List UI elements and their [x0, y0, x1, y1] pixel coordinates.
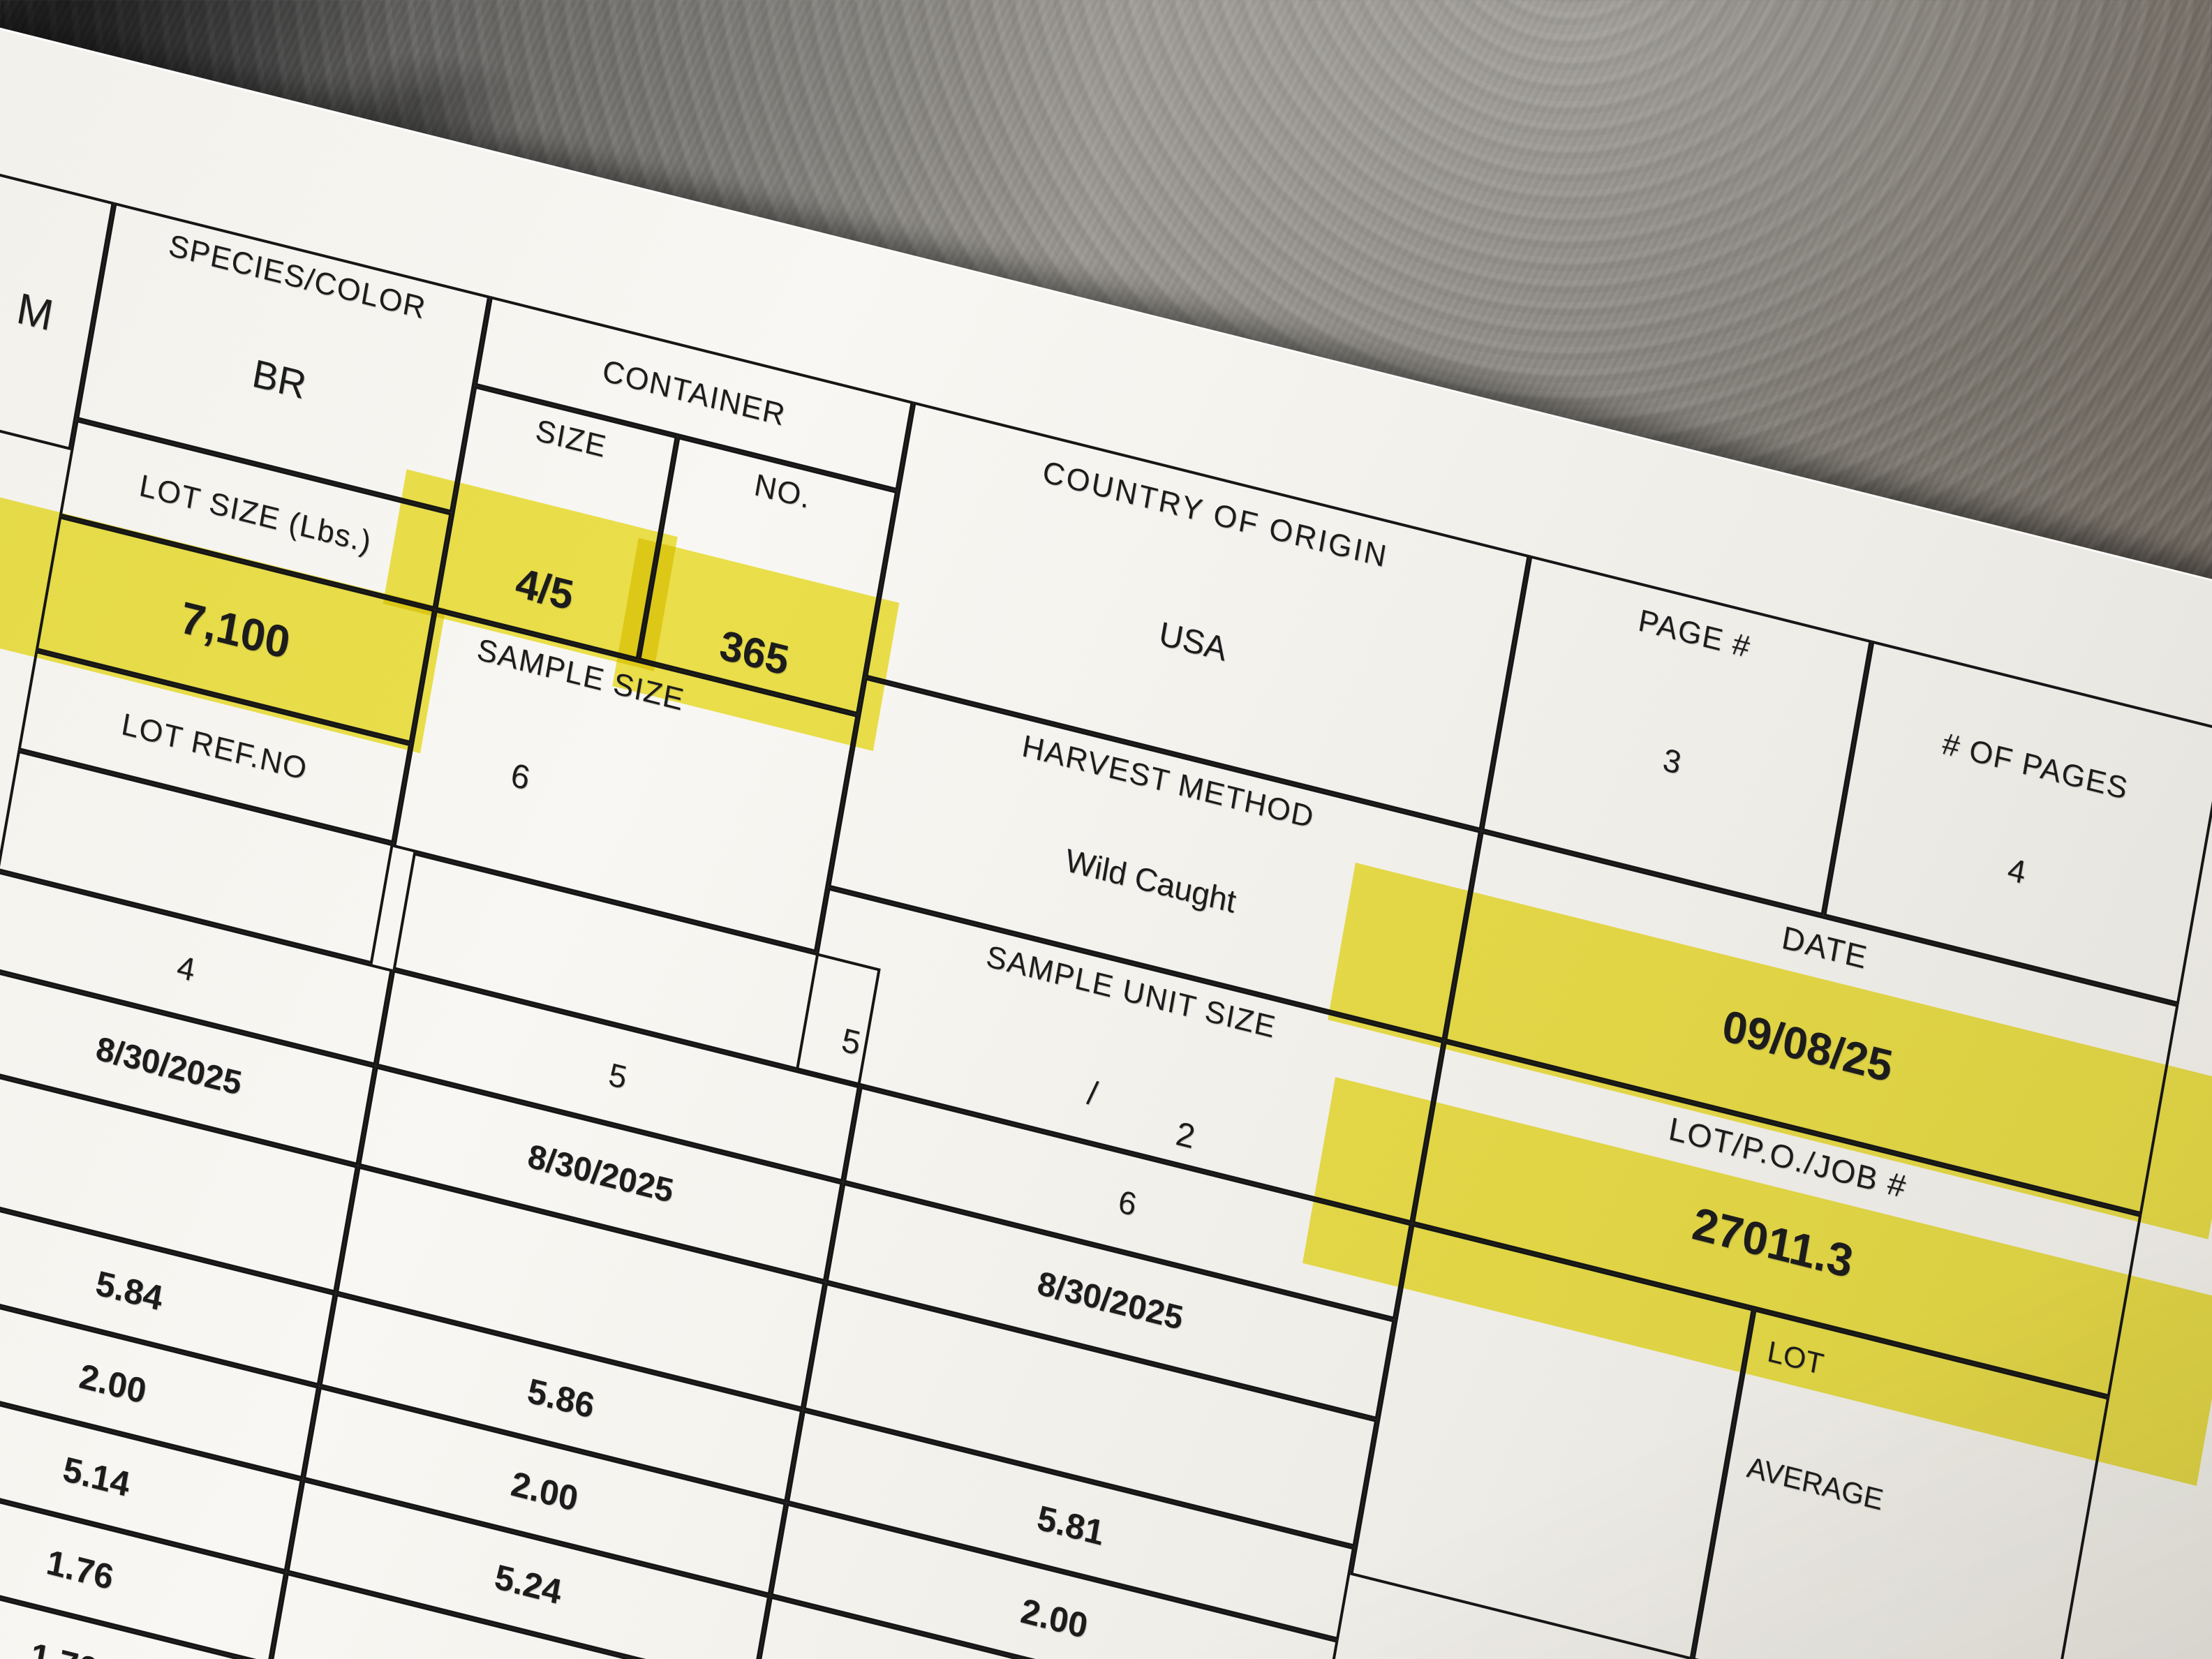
container-label: CONTAINER [600, 353, 789, 433]
sample-4-value-4: 1.76 [43, 1542, 117, 1597]
sample-6-value-2: 2.00 [1018, 1590, 1091, 1646]
pages-total-value: 4 [2005, 850, 2029, 891]
lot-average-line1: LOT [1765, 1334, 1827, 1381]
sample-4-value-2: 2.00 [76, 1355, 149, 1411]
sample-5-value-3: 5.24 [491, 1556, 565, 1612]
sample-unit-size-left: 5 [838, 1021, 863, 1063]
container-no-value: 365 [716, 621, 793, 685]
sample-6-number: 6 [1115, 1182, 1140, 1223]
page-number-value: 3 [1660, 741, 1684, 782]
sample-unit-size-slash: / [1084, 1074, 1101, 1113]
sample-5-value-1: 5.86 [524, 1370, 597, 1426]
sample-4-value-3: 5.14 [60, 1448, 133, 1504]
sample-4-value-1: 5.84 [93, 1263, 166, 1318]
species-color-value: BR [249, 350, 310, 408]
cut-title-fragment: M [13, 283, 57, 341]
sample-6-value-1: 5.81 [1034, 1497, 1108, 1553]
sample-5-value-2: 2.00 [508, 1463, 581, 1519]
sample-5-number: 5 [606, 1055, 630, 1096]
lot-size-value: 7,100 [176, 591, 294, 669]
sample-unit-size-right: 2 [1173, 1115, 1198, 1156]
sample-size-value: 6 [507, 757, 533, 798]
lot-average-line2: AVERAGE [1744, 1450, 1886, 1517]
lot-ref-no-value [185, 800, 205, 915]
country-of-origin-value: USA [1156, 615, 1230, 669]
container-size-value: 4/5 [512, 558, 577, 619]
lot-ref-no-label: LOT REF.NO [119, 706, 311, 787]
sample-4-number: 4 [174, 948, 198, 988]
